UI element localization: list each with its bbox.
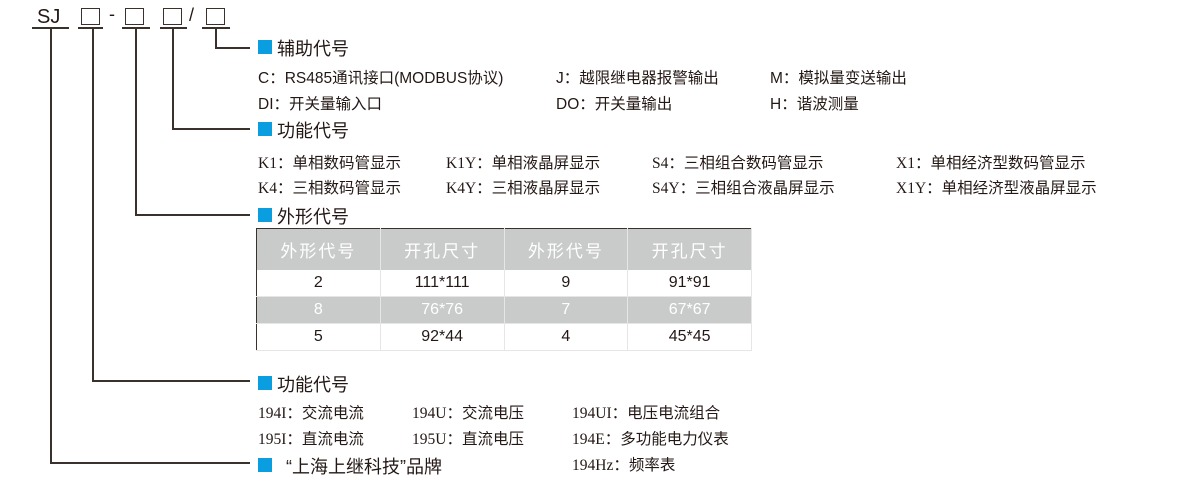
connector [215, 47, 250, 49]
bullet-icon [258, 458, 272, 472]
aux-item: DO：开关量输出 [556, 96, 673, 113]
table-row: 2 111*111 9 91*91 [256, 270, 752, 297]
connector [92, 28, 94, 381]
column-header: 开孔尺寸 [627, 228, 752, 270]
connector [172, 28, 174, 129]
table-cell: 8 [256, 296, 381, 324]
column-header: 外形代号 [504, 228, 629, 270]
aux-item: M：模拟量变送输出 [770, 70, 907, 87]
shape-table: 外形代号 开孔尺寸 外形代号 开孔尺寸 2 111*111 9 91*91 8 … [256, 228, 752, 351]
underline [78, 27, 103, 29]
brand-title: “上海上继科技”品牌 [286, 457, 442, 477]
func-item: 195U：直流电压 [412, 431, 524, 448]
aux-item: DI：开关量输入口 [258, 96, 383, 113]
underline [122, 27, 150, 29]
code-box-3 [163, 8, 182, 25]
connector [135, 214, 250, 216]
model-prefix: SJ [37, 6, 61, 28]
aux-item: C：RS485通讯接口(MODBUS协议) [258, 70, 504, 87]
table-cell: 67*67 [627, 296, 752, 324]
aux-title: 辅助代号 [277, 39, 349, 59]
connector [215, 28, 217, 48]
display-item: X1：单相经济型数码管显示 [896, 155, 1086, 172]
table-row: 8 76*76 7 67*67 [256, 296, 752, 324]
table-cell: 2 [256, 270, 381, 297]
code-slash: / [189, 5, 195, 25]
table-cell: 4 [504, 323, 629, 351]
code-box-4 [206, 8, 225, 25]
display-item: S4Y：三相组合液晶屏显示 [652, 180, 835, 197]
underline [202, 27, 230, 29]
display-item: K4Y：三相液晶屏显示 [446, 180, 601, 197]
bullet-icon [258, 376, 272, 390]
code-box-1 [81, 8, 100, 25]
column-header: 外形代号 [256, 228, 381, 270]
bullet-icon [258, 40, 272, 54]
table-cell: 92*44 [380, 323, 505, 351]
underline [32, 27, 69, 29]
code-dash: - [109, 4, 115, 24]
func-item: 194U：交流电压 [412, 405, 524, 422]
display-item: K1Y：单相液晶屏显示 [446, 155, 601, 172]
aux-item: H：谐波测量 [770, 96, 859, 113]
bullet-icon [258, 208, 272, 222]
column-header: 开孔尺寸 [380, 228, 505, 270]
display-item: K4：三相数码管显示 [258, 180, 401, 197]
table-cell: 91*91 [627, 270, 752, 297]
table-cell: 76*76 [380, 296, 505, 324]
aux-item: J：越限继电器报警输出 [556, 70, 719, 87]
display-item: S4：三相组合数码管显示 [652, 155, 824, 172]
bullet-icon [258, 122, 272, 136]
connector [50, 462, 250, 464]
table-cell: 7 [504, 296, 629, 324]
code-box-2 [125, 8, 144, 25]
func-item: 194UI：电压电流组合 [572, 405, 721, 422]
underline [160, 27, 187, 29]
func-item: 195I：直流电流 [258, 431, 364, 448]
connector [172, 128, 250, 130]
shape-title: 外形代号 [277, 207, 349, 227]
connector [50, 28, 52, 463]
table-cell: 111*111 [380, 270, 505, 297]
connector [135, 28, 137, 215]
table-row: 5 92*44 4 45*45 [256, 323, 752, 351]
table-cell: 5 [256, 323, 381, 351]
display-item: K1：单相数码管显示 [258, 155, 401, 172]
func-title: 功能代号 [277, 375, 349, 395]
connector [92, 380, 250, 382]
table-cell: 45*45 [627, 323, 752, 351]
table-header-row: 外形代号 开孔尺寸 外形代号 开孔尺寸 [256, 228, 752, 270]
func-item: 194I：交流电流 [258, 405, 364, 422]
func-item: 194Hz：频率表 [572, 457, 676, 474]
table-cell: 9 [504, 270, 629, 297]
func-item: 194E：多功能电力仪表 [572, 431, 729, 448]
display-item: X1Y：单相经济型液晶屏显示 [896, 180, 1097, 197]
display-title: 功能代号 [277, 121, 349, 141]
